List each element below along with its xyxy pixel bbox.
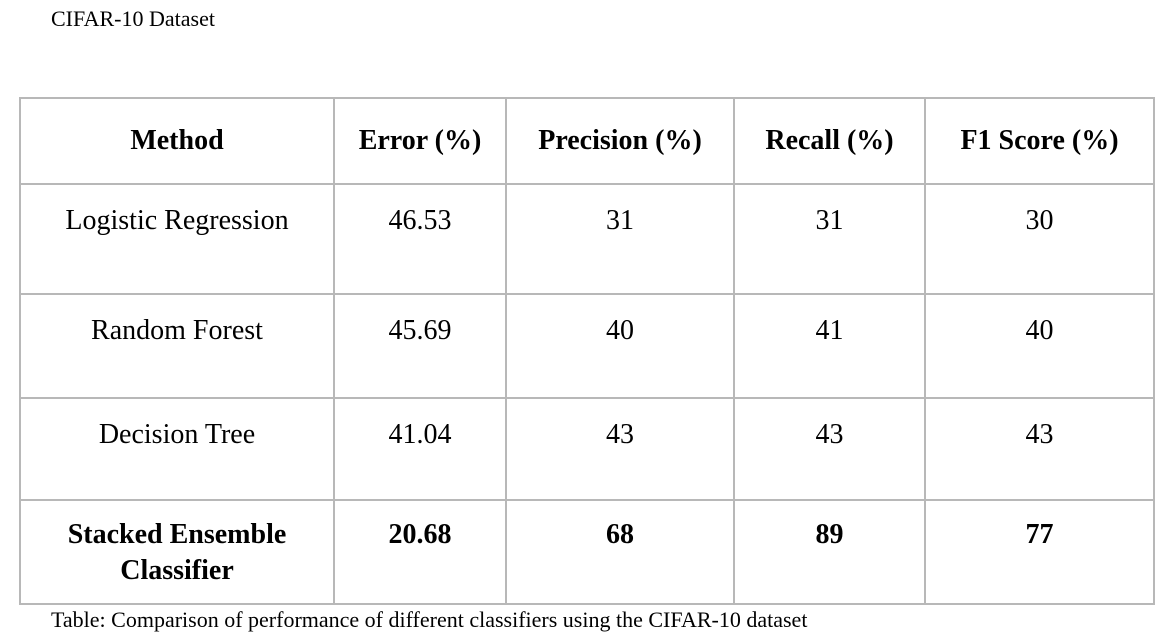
cell-error: 45.69 [333,293,507,399]
cell-recall: 31 [733,183,926,295]
cell-recall: 89 [733,499,926,605]
table-caption: Table: Comparison of performance of diff… [51,607,808,632]
table-row: Decision Tree 41.04 43 43 43 [19,397,1155,501]
header-error: Error (%) [333,97,507,185]
table-row: Random Forest 45.69 40 41 40 [19,293,1155,399]
header-precision: Precision (%) [505,97,735,185]
cell-error: 20.68 [333,499,507,605]
cell-method: Random Forest [19,293,335,399]
dataset-heading: CIFAR-10 Dataset [51,6,215,31]
cell-f1-score: 40 [924,293,1155,399]
cell-recall: 43 [733,397,926,501]
cell-precision: 43 [505,397,735,501]
cell-f1-score: 43 [924,397,1155,501]
results-table: Method Error (%) Precision (%) Recall (%… [19,97,1155,605]
table-row: Logistic Regression 46.53 31 31 30 [19,183,1155,295]
header-f1-score: F1 Score (%) [924,97,1155,185]
cell-error: 41.04 [333,397,507,501]
cell-precision: 40 [505,293,735,399]
cell-f1-score: 77 [924,499,1155,605]
table-header-row: Method Error (%) Precision (%) Recall (%… [19,97,1155,185]
cell-precision: 31 [505,183,735,295]
cell-f1-score: 30 [924,183,1155,295]
cell-recall: 41 [733,293,926,399]
cell-method: Stacked Ensemble Classifier [19,499,335,605]
cell-precision: 68 [505,499,735,605]
cell-method: Decision Tree [19,397,335,501]
cell-error: 46.53 [333,183,507,295]
header-recall: Recall (%) [733,97,926,185]
header-method: Method [19,97,335,185]
cell-method: Logistic Regression [19,183,335,295]
table-row-highlight: Stacked Ensemble Classifier 20.68 68 89 … [19,499,1155,605]
